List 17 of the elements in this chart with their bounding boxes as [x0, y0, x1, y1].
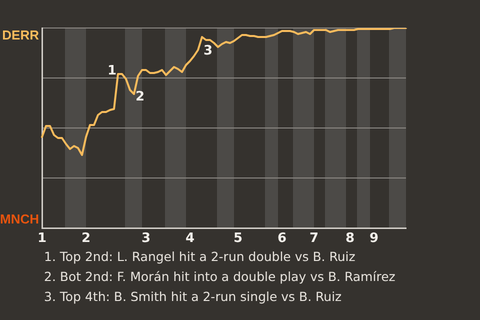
- x-tick-label: 9: [369, 231, 379, 246]
- text: MNCH: [0, 212, 39, 227]
- x-tick-label: 1: [37, 231, 47, 246]
- text: DERR: [2, 28, 40, 43]
- x-tick-label: 8: [345, 231, 355, 246]
- x-tick-label: 3: [141, 231, 151, 246]
- annotation: 3: [203, 43, 213, 58]
- annotation: 2: [135, 89, 145, 104]
- x-tick-label: 7: [309, 231, 319, 246]
- text: 3. Top 4th: B. Smith hit a 2-run single vs B. Ruiz: [44, 288, 343, 306]
- text: 2. Bot 2nd: F. Morán hit into a double play vs B. Ramírez: [44, 268, 396, 286]
- annotation: 1: [107, 63, 117, 78]
- x-tick-label: 6: [277, 231, 287, 246]
- x-tick-label: 2: [81, 231, 91, 246]
- x-tick-label: 5: [233, 231, 243, 246]
- x-tick-label: 4: [185, 231, 195, 246]
- text: 1. Top 2nd: L. Rangel hit a 2-run double vs B. Ruiz: [44, 248, 356, 266]
